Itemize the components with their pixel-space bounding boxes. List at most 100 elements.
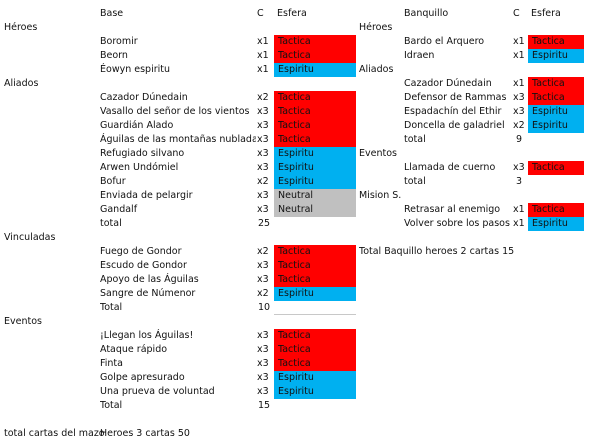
sphere-cell: Tactica xyxy=(528,91,584,105)
card-name: Guardián Alado xyxy=(100,120,174,131)
card-count: x3 xyxy=(257,386,269,397)
sphere-cell: Neutral xyxy=(274,203,356,217)
sphere-cell: Tactica xyxy=(274,245,356,259)
sphere-cell: Espiritu xyxy=(274,161,356,175)
sphere-cell: Tactica xyxy=(274,49,356,63)
card-count: x3 xyxy=(257,372,269,383)
card-name: Bofur xyxy=(100,176,126,187)
section-title: Eventos xyxy=(359,148,397,159)
column-header: Banquillo xyxy=(404,8,449,19)
card-count: x2 xyxy=(257,246,269,257)
total-label: total xyxy=(404,134,426,145)
card-name: Beorn xyxy=(100,50,128,61)
sphere-cell: Tactica xyxy=(274,105,356,119)
card-count: x3 xyxy=(257,204,269,215)
card-count: x3 xyxy=(257,274,269,285)
card-count: x1 xyxy=(513,50,525,61)
sphere-cell: Tactica xyxy=(528,203,584,217)
sphere-cell: Tactica xyxy=(528,77,584,91)
card-count: x1 xyxy=(513,218,525,229)
sphere-cell: Tactica xyxy=(528,161,584,175)
total-value: 9 xyxy=(516,134,523,145)
column-header: C xyxy=(257,8,264,19)
sphere-cell: Espiritu xyxy=(274,287,356,301)
sphere-cell: Espiritu xyxy=(528,49,584,63)
card-count: x1 xyxy=(513,36,525,47)
card-count: x3 xyxy=(257,358,269,369)
card-name: Bardo el Arquero xyxy=(404,36,485,47)
sphere-cell: Espiritu xyxy=(528,119,584,133)
sphere-cell: Tactica xyxy=(274,259,356,273)
card-name: Una prueva de voluntad xyxy=(100,386,215,397)
sphere-cell: Tactica xyxy=(274,273,356,287)
card-count: x2 xyxy=(257,288,269,299)
card-count: x3 xyxy=(257,134,269,145)
card-name: Volver sobre los pasos xyxy=(404,218,510,229)
card-count: x3 xyxy=(513,106,525,117)
card-name: ¡Llegan los Águilas! xyxy=(100,330,194,341)
sphere-cell: Espiritu xyxy=(528,105,584,119)
total-label: total xyxy=(404,176,426,187)
card-name: Idraen xyxy=(404,50,435,61)
card-count: x2 xyxy=(257,176,269,187)
card-count: x3 xyxy=(257,162,269,173)
card-count: x3 xyxy=(257,260,269,271)
sphere-cell: Tactica xyxy=(274,133,356,147)
card-count: x3 xyxy=(257,148,269,159)
section-title: Aliados xyxy=(4,78,39,89)
card-count: x3 xyxy=(513,162,525,173)
card-count: x1 xyxy=(257,36,269,47)
total-value: 3 xyxy=(516,176,523,187)
cell-border xyxy=(274,314,356,315)
card-name: Defensor de Rammas xyxy=(404,92,507,103)
card-name: Golpe apresurado xyxy=(100,372,185,383)
card-name: Refugiado silvano xyxy=(100,148,185,159)
card-count: x1 xyxy=(257,50,269,61)
card-count: x3 xyxy=(257,344,269,355)
footer-label: total cartas del mazo xyxy=(4,428,105,439)
card-name: Espadachín del Ethir xyxy=(404,106,502,117)
card-count: x1 xyxy=(513,78,525,89)
card-name: Retrasar al enemigo xyxy=(404,204,501,215)
sphere-cell: Tactica xyxy=(274,329,356,343)
card-name: Finta xyxy=(100,358,123,369)
card-count: x1 xyxy=(513,204,525,215)
sphere-cell: Espiritu xyxy=(274,63,356,77)
total-value: 15 xyxy=(258,400,271,411)
sphere-cell: Espiritu xyxy=(274,147,356,161)
column-header: Esfera xyxy=(277,8,307,19)
footer-text: Heroes 3 cartas 50 xyxy=(100,428,190,439)
total-label: Total xyxy=(100,302,123,313)
sphere-cell: Neutral xyxy=(274,189,356,203)
card-count: x3 xyxy=(257,120,269,131)
card-name: Cazador Dúnedain xyxy=(100,92,188,103)
card-name: Arwen Undómiel xyxy=(100,162,179,173)
sphere-cell: Tactica xyxy=(274,357,356,371)
section-title: Eventos xyxy=(4,316,42,327)
card-name: Escudo de Gondor xyxy=(100,260,187,271)
section-title: Mision S. xyxy=(359,190,402,201)
sphere-cell: Tactica xyxy=(274,119,356,133)
card-name: Águilas de las montañas nubladas xyxy=(100,134,256,145)
card-count: x2 xyxy=(257,92,269,103)
card-name: Sangre de Númenor xyxy=(100,288,196,299)
card-name: Vasallo del señor de los vientos xyxy=(100,106,250,117)
card-name: Llamada de cuerno xyxy=(404,162,496,173)
total-label: Total xyxy=(100,400,123,411)
sphere-cell: Tactica xyxy=(274,35,356,49)
summary: Total Baquillo heroes 2 cartas 15 xyxy=(359,246,515,257)
sphere-cell: Espiritu xyxy=(274,385,356,399)
total-label: total xyxy=(100,218,122,229)
card-name: Apoyo de las Águilas xyxy=(100,274,199,285)
total-value: 25 xyxy=(258,218,271,229)
card-count: x3 xyxy=(513,92,525,103)
sphere-cell: Espiritu xyxy=(274,175,356,189)
card-count: x2 xyxy=(513,120,525,131)
card-name: Doncella de galadriel xyxy=(404,120,505,131)
sphere-cell: Tactica xyxy=(528,35,584,49)
card-name: Gandalf xyxy=(100,204,138,215)
card-name: Éowyn espiritu xyxy=(100,64,171,75)
sphere-cell: Espiritu xyxy=(274,371,356,385)
card-name: Enviada de pelargir xyxy=(100,190,193,201)
sphere-cell: Espiritu xyxy=(528,217,584,231)
